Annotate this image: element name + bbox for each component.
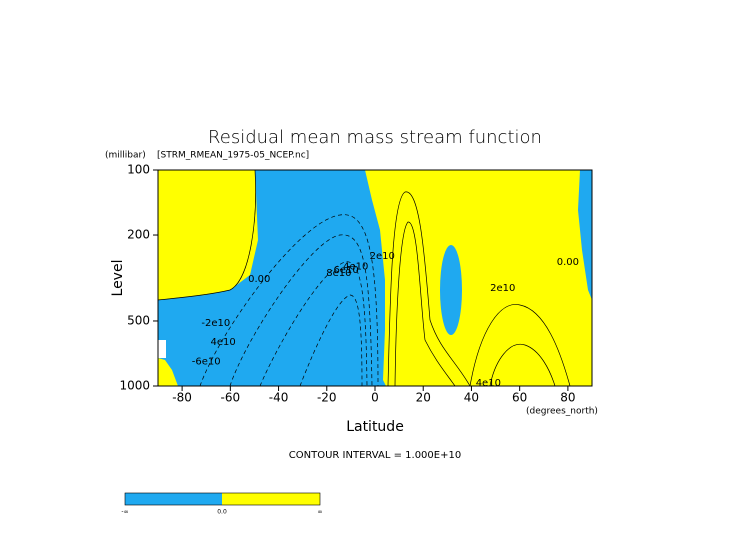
- x-tick-label: 20: [416, 391, 431, 405]
- contour-label: 6e10: [333, 265, 358, 276]
- contour-label: 8e10: [326, 268, 351, 279]
- missing-data: [158, 340, 166, 358]
- contour-label: -6e10: [192, 356, 221, 367]
- negative-region: [578, 170, 592, 300]
- contour-label: 4e10: [343, 262, 368, 273]
- contour-lines: [157, 169, 571, 387]
- footer: CONTOUR INTERVAL = 1.000E+10: [289, 450, 461, 461]
- negative-region: [158, 170, 386, 386]
- contour-label: 0.00: [248, 274, 270, 285]
- y-tick-label: 100: [127, 163, 150, 177]
- contour-label: 0.00: [557, 257, 579, 268]
- y-tick-label: 200: [127, 228, 150, 242]
- contour-label: 4e10: [210, 337, 235, 348]
- colorbar-label: ∞: [318, 509, 323, 516]
- x-unit: (degrees_north): [526, 407, 598, 417]
- colorbar-swatch: [125, 493, 222, 505]
- x-tick-label: -40: [269, 391, 289, 405]
- colorbar-swatch: [222, 493, 320, 505]
- x-tick-label: 80: [560, 391, 575, 405]
- x-tick-label: 0: [371, 391, 379, 405]
- contour-label: 2e10: [490, 283, 515, 294]
- x-tick-label: -60: [221, 391, 241, 405]
- y-tick-label: 1000: [119, 379, 150, 393]
- colorbar-label: 0.0: [217, 509, 227, 516]
- x-tick-label: 60: [512, 391, 527, 405]
- negative-region: [440, 245, 462, 335]
- colorbar-frame: [124, 492, 321, 506]
- y-axis-label: Level: [110, 260, 126, 297]
- contour-label: 2e10: [370, 251, 395, 262]
- y-tick-label: 500: [127, 313, 150, 327]
- x-tick-label: 40: [464, 391, 479, 405]
- contour-field: [157, 169, 592, 387]
- x-axis-label: Latitude: [346, 419, 404, 435]
- colorbar-label: -∞: [121, 509, 128, 516]
- x-tick-label: -20: [317, 391, 337, 405]
- chart-title: Residual mean mass stream function: [208, 127, 542, 148]
- y-unit: (millibar): [105, 151, 146, 161]
- x-tick-label: -80: [172, 391, 192, 405]
- contour-label: 4e10: [476, 378, 501, 389]
- contour-label: -2e10: [201, 318, 230, 329]
- subtitle: [STRM_RMEAN_1975-05_NCEP.nc]: [157, 151, 309, 161]
